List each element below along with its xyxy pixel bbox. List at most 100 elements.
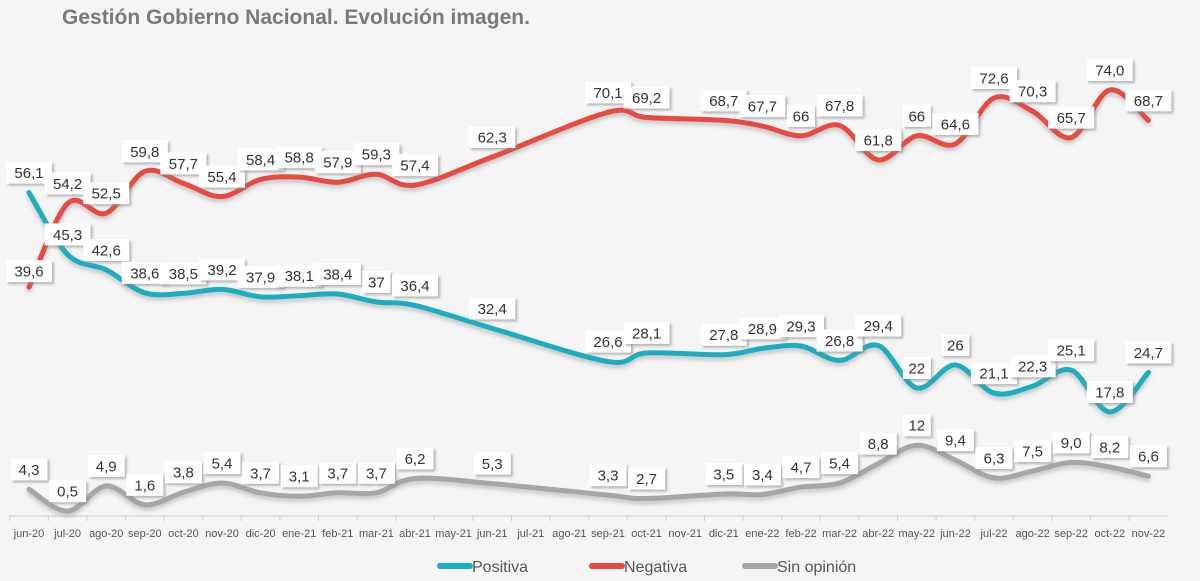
data-label-box	[473, 452, 511, 475]
data-label: 36,4	[392, 274, 438, 297]
data-label: 38,6	[121, 261, 168, 284]
data-label: 37,9	[237, 265, 284, 288]
data-label: 7,5	[1014, 440, 1052, 463]
data-label: 32,4	[469, 297, 516, 320]
data-label-text: 45,3	[53, 227, 82, 244]
data-label-box	[362, 270, 391, 293]
data-label-box	[314, 151, 361, 174]
data-label-box	[314, 262, 361, 285]
legend-item-sin-opinión[interactable]: Sin opinión	[742, 559, 856, 576]
data-label: 8,8	[859, 432, 897, 455]
data-label-text: 72,6	[979, 71, 1008, 88]
data-label: 26,6	[585, 330, 631, 353]
data-label: 3,5	[705, 462, 743, 485]
data-label-text: 6,6	[1138, 449, 1159, 466]
data-label-box	[932, 112, 979, 135]
data-label-text: 3,7	[327, 465, 348, 482]
data-label-text: 66	[908, 108, 925, 125]
data-label: 8,2	[1091, 436, 1129, 459]
data-label: 62,3	[469, 126, 516, 149]
data-label-box	[936, 429, 974, 452]
data-label-text: 21,1	[979, 366, 1008, 383]
data-label-text: 2,7	[636, 471, 657, 488]
data-label-box	[705, 462, 743, 485]
data-label-text: 3,4	[752, 467, 773, 484]
data-label-text: 0,5	[57, 484, 78, 501]
data-label-box	[855, 314, 902, 337]
data-label-box	[902, 414, 931, 437]
data-label-text: 64,6	[941, 116, 970, 133]
x-tick-label: nov-20	[205, 528, 239, 540]
x-tick-label: oct-21	[631, 528, 662, 540]
data-label: 68,7	[700, 89, 747, 112]
legend-item-negativa[interactable]: Negativa	[589, 559, 687, 576]
data-label-text: 6,2	[405, 451, 426, 468]
x-tick-label: ene-21	[282, 528, 316, 540]
data-label: 4,7	[782, 456, 820, 479]
data-label-box	[1091, 436, 1129, 459]
data-label-box	[199, 258, 245, 281]
data-label-text: 61,8	[864, 132, 893, 149]
data-label-box	[1048, 106, 1095, 129]
data-label: 70,3	[1009, 80, 1056, 103]
legend-item-positiva[interactable]: Positiva	[437, 559, 528, 576]
data-label-text: 9,4	[945, 433, 966, 450]
data-label-text: 3,5	[713, 466, 734, 483]
data-label: 6,3	[975, 446, 1013, 469]
x-tick-label: feb-22	[785, 528, 816, 540]
data-label-text: 69,2	[632, 90, 661, 107]
data-label-text: 26,8	[825, 333, 854, 350]
data-label: 70,1	[585, 81, 631, 104]
data-label: 66	[902, 104, 931, 127]
data-label: 2,7	[628, 467, 666, 490]
x-tick-label: may-22	[898, 528, 935, 540]
data-label-box	[392, 154, 438, 177]
data-label: 38,4	[314, 262, 361, 285]
data-label-box	[585, 81, 631, 104]
data-label-text: 5,4	[829, 456, 850, 473]
data-label-text: 8,8	[868, 436, 889, 453]
data-label-box	[700, 323, 747, 346]
data-label-box	[49, 480, 87, 503]
data-label: 45,3	[44, 223, 91, 246]
data-label: 64,6	[932, 112, 979, 135]
data-label-text: 22,3	[1018, 359, 1047, 376]
x-tick-label: ago-22	[1015, 528, 1049, 540]
data-label-box	[778, 315, 824, 338]
data-label-text: 39,2	[207, 262, 236, 279]
data-label-box	[469, 297, 516, 320]
data-label: 9,4	[936, 429, 974, 452]
data-label-box	[199, 165, 245, 188]
data-label: 72,6	[971, 67, 1017, 90]
data-label: 3,4	[743, 463, 781, 486]
data-label-text: 67,8	[825, 98, 854, 115]
data-label: 0,5	[49, 480, 87, 503]
data-label-box	[971, 362, 1017, 385]
data-label-text: 4,3	[19, 462, 40, 479]
data-label-text: 42,6	[92, 242, 121, 259]
data-label-text: 67,7	[748, 99, 777, 116]
x-tick-label: sep-22	[1054, 528, 1088, 540]
data-label-box	[83, 238, 130, 261]
data-label: 5,4	[821, 452, 859, 475]
data-label-box	[83, 182, 130, 205]
data-label-box	[6, 161, 52, 184]
x-tick-label: may-21	[435, 528, 472, 540]
x-tick-label: feb-21	[322, 528, 353, 540]
data-label-box	[242, 461, 280, 484]
data-label-box	[280, 465, 318, 488]
data-label-box	[1125, 89, 1172, 112]
data-label: 68,7	[1125, 89, 1172, 112]
data-label-box	[1129, 445, 1167, 468]
data-label: 12	[902, 414, 931, 437]
data-label: 3,1	[280, 465, 318, 488]
data-label: 55,4	[199, 165, 245, 188]
x-tick-label: jun-20	[13, 528, 45, 540]
data-label: 4,9	[87, 454, 125, 477]
data-label-text: 26,6	[593, 334, 622, 351]
data-label: 58,4	[237, 148, 284, 171]
data-label: 37	[362, 270, 391, 293]
data-label-text: 57,7	[169, 156, 198, 173]
data-label-text: 3,7	[366, 465, 387, 482]
